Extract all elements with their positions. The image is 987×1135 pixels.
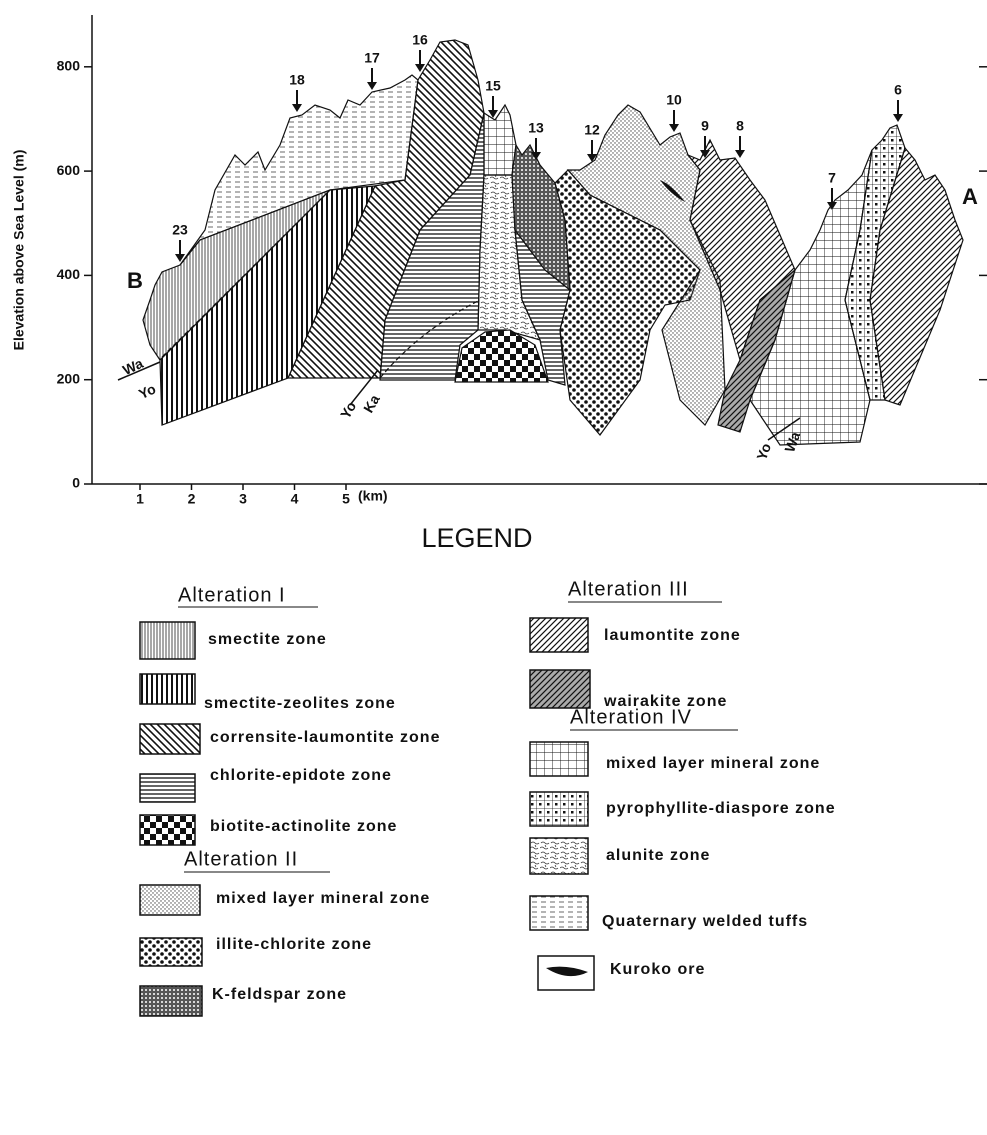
group-title: Alteration III: [568, 578, 689, 600]
group-title: Alteration II: [184, 848, 298, 870]
station-arrowhead: [531, 152, 541, 160]
y-tick-label: 0: [72, 475, 80, 491]
group-title: Alteration I: [178, 584, 286, 606]
contact-label: Ka: [360, 392, 383, 416]
station-arrowhead: [488, 110, 498, 118]
swatch: [139, 773, 196, 803]
station-arrowhead: [292, 104, 302, 112]
group-title: Alteration IV: [570, 706, 692, 728]
axes: Elevation above Sea Level (m) (km) 0 200 4…: [11, 15, 987, 507]
legend-item: smectite-zeolites zone: [204, 695, 396, 712]
swatch: [139, 723, 201, 755]
stations: 23 18 17 16 15 13 12 10 9 8 7 6: [172, 32, 903, 262]
swatch: [529, 741, 589, 777]
legend-item: Kuroko ore: [610, 961, 705, 978]
station-label: 12: [584, 122, 600, 138]
contact-label: Yo: [753, 441, 774, 462]
station-label: 7: [828, 170, 836, 186]
station-arrowhead: [415, 64, 425, 72]
legend-item: pyrophyllite-diaspore zone: [606, 800, 836, 817]
station-label: 18: [289, 72, 305, 88]
mixed-layer-iv-zone: [483, 103, 517, 176]
x-tick-label: 4: [291, 491, 299, 507]
legend-item: alunite zone: [606, 847, 710, 864]
laumontite-zone: [869, 146, 964, 406]
contact-label: Yo: [136, 380, 158, 402]
station-arrowhead: [175, 254, 185, 262]
station-arrowhead: [587, 154, 597, 162]
swatch: [529, 669, 591, 709]
station-arrowhead: [367, 82, 377, 90]
legend-item: Quaternary welded tuffs: [602, 913, 808, 930]
station-arrowhead: [827, 202, 837, 210]
kuroko-ore-symbol: [546, 966, 588, 977]
cross-section: B A Wa Yo Yo Ka Yo Wa 23 18 17 16 15 13 12 10 9 8…: [117, 32, 978, 462]
swatch: [529, 895, 589, 931]
station-label: 17: [364, 50, 380, 66]
legend-title: LEGEND: [421, 523, 532, 553]
contact-label: Yo: [337, 399, 359, 422]
station-arrowhead: [735, 150, 745, 158]
legend-item: mixed layer mineral zone: [216, 890, 430, 907]
station-label: 9: [701, 118, 709, 134]
swatch: [529, 791, 589, 827]
station-label: 6: [894, 82, 902, 98]
station-arrowhead: [893, 114, 903, 122]
legend-item: K-feldspar zone: [212, 986, 347, 1003]
y-tick-label: 800: [57, 58, 81, 74]
contact-line: [117, 361, 801, 441]
station-label: 8: [736, 118, 744, 134]
swatch: [139, 673, 196, 705]
station-arrowhead: [669, 124, 679, 132]
x-tick-label: 1: [136, 491, 144, 507]
contact-label: Wa: [781, 429, 803, 454]
section-end: A: [962, 184, 978, 209]
swatch: [139, 985, 203, 1017]
x-tick-label: 5: [342, 491, 350, 507]
swatch: [139, 621, 196, 660]
swatch: [139, 937, 203, 967]
station-label: 23: [172, 222, 188, 238]
legend-item: chlorite-epidote zone: [210, 767, 392, 784]
legend-item: laumontite zone: [604, 627, 741, 644]
legend-item: wairakite zone: [603, 693, 727, 710]
station-arrowhead: [700, 150, 710, 158]
smectite-zone: [142, 189, 331, 361]
station-label: 16: [412, 32, 428, 48]
station-label: 15: [485, 78, 501, 94]
kuroko-ore: [660, 180, 685, 202]
legend-item: smectite zone: [208, 631, 327, 648]
swatch: [139, 814, 196, 846]
y-tick-label: 600: [57, 162, 81, 178]
x-tick-label: 2: [188, 491, 196, 507]
swatch: [529, 617, 589, 653]
section-end: B: [127, 268, 143, 293]
x-tick-label: 3: [239, 491, 247, 507]
contact-label: Wa: [120, 355, 146, 378]
x-unit: (km): [358, 488, 388, 504]
legend-item: illite-chlorite zone: [216, 936, 372, 953]
legend-item: biotite-actinolite zone: [210, 818, 397, 835]
swatch: [139, 884, 201, 916]
swatch: [529, 837, 589, 875]
y-axis-label: Elevation above Sea Level (m): [11, 150, 27, 351]
biotite-actinolite-zone: [454, 329, 549, 383]
boundary: [161, 189, 481, 379]
y-tick-label: 400: [57, 266, 81, 282]
station-label: 13: [528, 120, 544, 136]
laumontite-zone: [687, 138, 796, 363]
legend-item: corrensite-laumontite zone: [210, 729, 440, 746]
station-label: 10: [666, 92, 682, 108]
legend-item: mixed layer mineral zone: [606, 755, 820, 772]
legend: LEGEND Alteration I smectite zone smecti…: [139, 523, 836, 1017]
y-tick-label: 200: [57, 370, 81, 386]
